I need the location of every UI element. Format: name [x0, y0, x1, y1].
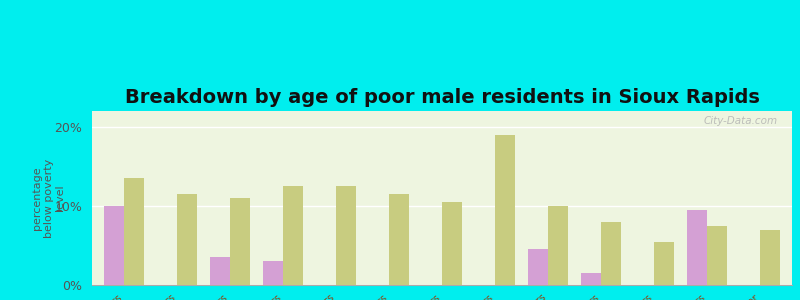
Bar — [283, 186, 303, 285]
Bar — [210, 257, 230, 285]
Bar — [389, 194, 409, 285]
Bar — [760, 230, 780, 285]
Bar — [601, 222, 622, 285]
Title: Breakdown by age of poor male residents in Sioux Rapids: Breakdown by age of poor male residents … — [125, 88, 759, 107]
Bar — [262, 261, 283, 285]
Bar — [124, 178, 144, 285]
Bar — [687, 210, 707, 285]
Bar — [528, 249, 548, 285]
Bar — [581, 273, 601, 285]
Text: City-Data.com: City-Data.com — [704, 116, 778, 126]
Bar — [230, 198, 250, 285]
Bar — [442, 202, 462, 285]
Y-axis label: percentage
below poverty
level: percentage below poverty level — [32, 158, 66, 238]
Bar — [495, 135, 515, 285]
Bar — [177, 194, 197, 285]
Bar — [104, 206, 124, 285]
Bar — [336, 186, 356, 285]
Bar — [654, 242, 674, 285]
Bar — [548, 206, 568, 285]
Bar — [707, 226, 727, 285]
